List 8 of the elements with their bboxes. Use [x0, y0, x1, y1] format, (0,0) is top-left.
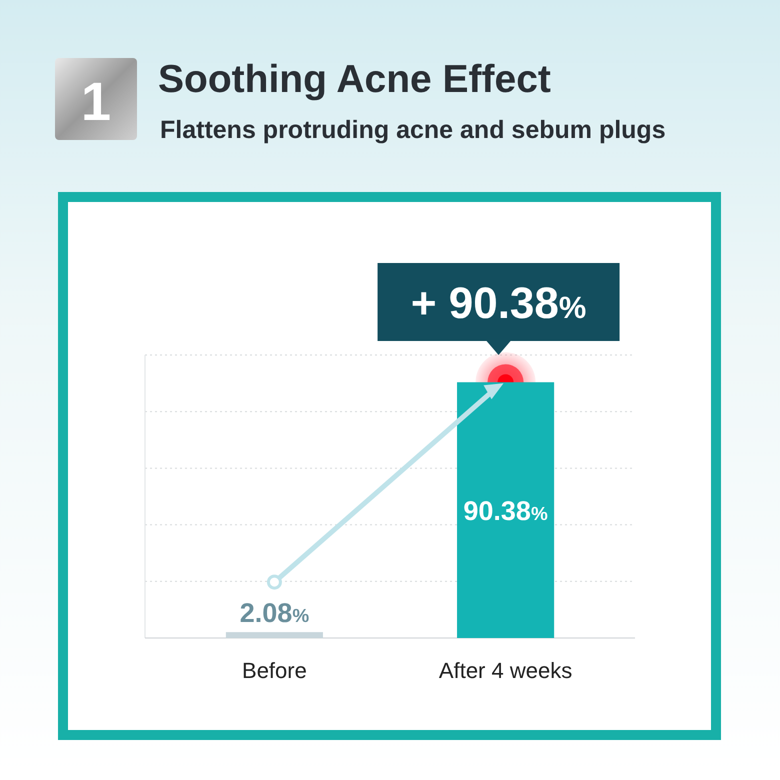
x-tick-label: After 4 weeks [438, 658, 572, 683]
chart-title: Soothing Acne Effect [158, 58, 551, 101]
text: 1 [80, 72, 112, 132]
x-tick-label: Before [242, 658, 307, 683]
data-label: 90.38% [463, 496, 548, 526]
data-label: 2.08% [240, 598, 310, 628]
chart-subtitle: Flattens protruding acne and sebum plugs [160, 116, 666, 144]
text: + 90.38% [410, 279, 586, 328]
